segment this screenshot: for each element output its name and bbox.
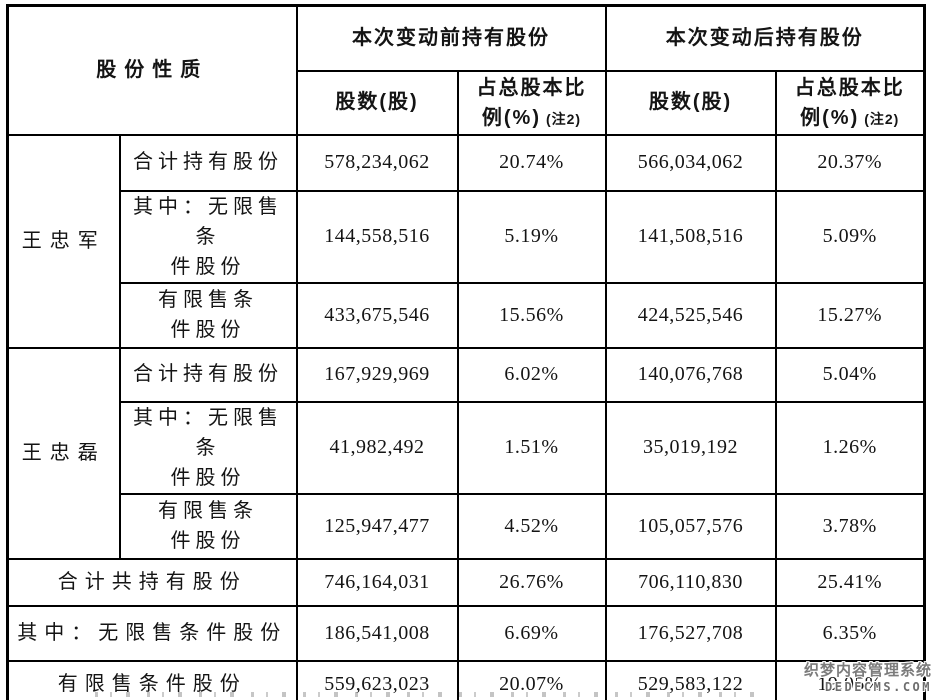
pct-before-cell: 5.19% xyxy=(456,189,607,284)
table-row-total: 合计共持有股份 746,164,031 26.76% 706,110,830 2… xyxy=(6,557,926,607)
pct-header-line1: 占总股本比 xyxy=(476,76,587,99)
dedecms-watermark: 织梦内容管理系统 DEDECMS.COM xyxy=(804,659,932,694)
shares-before-cell: 144,558,516 xyxy=(295,189,459,284)
header-before-change: 本次变动前持有股份 xyxy=(295,4,607,72)
shares-after-cell: 141,508,516 xyxy=(604,189,777,284)
type-cell: 合计持有股份 xyxy=(118,133,298,192)
header-share-nature: 股份性质 xyxy=(6,4,298,136)
subheader-pct-after: 占总股本比 例(%) (注2) xyxy=(774,69,926,136)
pct-before-cell: 6.02% xyxy=(456,346,607,403)
shares-after-cell: 424,525,546 xyxy=(604,281,777,349)
total-label-cell: 其中：无限售条件股份 xyxy=(6,604,298,662)
table-row: 有限售条 件股份 125,947,477 4.52% 105,057,576 3… xyxy=(8,492,926,560)
pct-header-line1: 占总股本比 xyxy=(794,76,905,99)
watermark-text-en: DEDECMS.COM xyxy=(825,680,932,694)
pct-after-cell: 19.05% xyxy=(774,659,926,700)
shares-after-cell: 140,076,768 xyxy=(604,346,777,403)
type-cell: 其中：无限售条 件股份 xyxy=(118,189,298,284)
total-label-cell: 合计共持有股份 xyxy=(6,557,298,607)
shares-before-cell: 167,929,969 xyxy=(295,346,459,403)
person-cell-wangzhongjun: 王忠军 xyxy=(6,133,121,349)
pct-before-cell: 26.76% xyxy=(456,557,607,607)
subheader-pct-before: 占总股本比 例(%) (注2) xyxy=(456,69,607,136)
pct-after-cell: 1.26% xyxy=(774,400,926,495)
person-cell-wangzhonglei: 王忠磊 xyxy=(6,346,121,560)
pct-before-cell: 15.56% xyxy=(456,281,607,349)
note-2-ref: (注2) xyxy=(864,110,900,127)
type-cell: 有限售条 件股份 xyxy=(118,492,298,560)
header-row-1: 股份性质 本次变动前持有股份 本次变动后持有股份 xyxy=(6,4,926,136)
pct-after-cell: 3.78% xyxy=(774,492,926,560)
shares-before-cell: 433,675,546 xyxy=(295,281,459,349)
shares-after-cell: 706,110,830 xyxy=(604,557,777,607)
pct-after-cell: 20.37% xyxy=(774,133,926,192)
header-after-change: 本次变动后持有股份 xyxy=(604,4,926,72)
table-row: 王忠磊 合计持有股份 167,929,969 6.02% 140,076,768… xyxy=(6,346,926,560)
pct-after-cell: 5.09% xyxy=(774,189,926,284)
pct-header-line2: 例(%) (注2) xyxy=(800,106,900,129)
shares-after-cell: 35,019,192 xyxy=(604,400,777,495)
type-cell: 其中：无限售条 件股份 xyxy=(118,400,298,495)
watermark-text-cn: 织梦内容管理系统 xyxy=(803,662,932,679)
clipped-text-fragments xyxy=(95,692,760,697)
table-row: 其中：无限售条 件股份 41,982,492 1.51% 35,019,192 … xyxy=(8,400,926,495)
pct-after-cell: 25.41% xyxy=(774,557,926,607)
subheader-shares-after: 股数(股) xyxy=(604,69,777,136)
shares-before-cell: 186,541,008 xyxy=(295,604,459,662)
pct-after-cell: 15.27% xyxy=(774,281,926,349)
shares-after-cell: 176,527,708 xyxy=(604,604,777,662)
subheader-shares-before: 股数(股) xyxy=(295,69,459,136)
pct-before-cell: 6.69% xyxy=(456,604,607,662)
pct-header-line2: 例(%) (注2) xyxy=(481,106,582,129)
pct-before-cell: 20.74% xyxy=(456,133,607,192)
note-2-ref: (注2) xyxy=(545,110,582,127)
pct-after-cell: 5.04% xyxy=(774,346,926,403)
type-cell: 合计持有股份 xyxy=(118,346,298,403)
shares-before-cell: 578,234,062 xyxy=(295,133,459,192)
shareholding-table: 股份性质 本次变动前持有股份 本次变动后持有股份 股数(股) 占总股本比 例(%… xyxy=(6,4,926,700)
pct-before-cell: 1.51% xyxy=(456,400,607,495)
table-row: 其中：无限售条 件股份 144,558,516 5.19% 141,508,51… xyxy=(8,189,926,284)
header-row-2: 股数(股) 占总股本比 例(%) (注2) 股数(股) 占总股本比 例(%) (注2… xyxy=(8,69,926,136)
shares-before-cell: 41,982,492 xyxy=(295,400,459,495)
shares-after-cell: 566,034,062 xyxy=(604,133,777,192)
pct-before-cell: 4.52% xyxy=(456,492,607,560)
shares-after-cell: 105,057,576 xyxy=(604,492,777,560)
table-row-total: 其中：无限售条件股份 186,541,008 6.69% 176,527,708… xyxy=(6,604,926,662)
shares-before-cell: 125,947,477 xyxy=(295,492,459,560)
table-row: 王忠军 合计持有股份 578,234,062 20.74% 566,034,06… xyxy=(6,133,926,349)
table-row: 有限售条 件股份 433,675,546 15.56% 424,525,546 … xyxy=(8,281,926,349)
type-cell: 有限售条 件股份 xyxy=(118,281,298,349)
pct-after-cell: 6.35% xyxy=(774,604,926,662)
shares-before-cell: 746,164,031 xyxy=(295,557,459,607)
